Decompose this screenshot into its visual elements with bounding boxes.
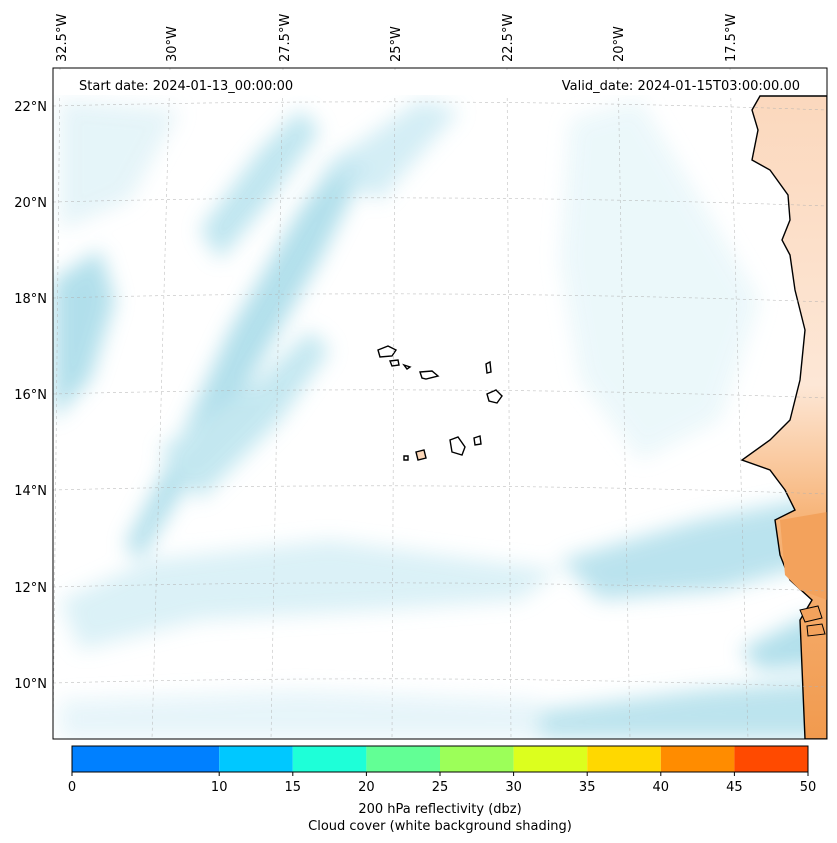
colorbar-label-line2: Cloud cover (white background shading) (308, 819, 572, 834)
colorbar-bin (513, 746, 588, 772)
latitude-labels: 22°N 20°N 18°N 16°N 14°N 12°N 10°N (14, 100, 47, 692)
lon-label: 20°W (612, 26, 627, 62)
lat-label: 20°N (14, 196, 47, 211)
lon-label: 25°W (389, 26, 404, 62)
lat-label: 16°N (14, 388, 47, 403)
colorbar-label-line1: 200 hPa reflectivity (dbz) (358, 802, 521, 817)
colorbar-bin (292, 746, 367, 772)
colorbar-tick-label: 50 (800, 780, 817, 795)
lon-label: 22.5°W (501, 14, 516, 62)
colorbar-tick-label: 0 (68, 780, 76, 795)
colorbar-bin (72, 746, 220, 772)
colorbar-tick-label: 40 (653, 780, 670, 795)
colorbar-tick-label: 20 (358, 780, 375, 795)
start-date-label: Start date: 2024-01-13_00:00:00 (79, 79, 293, 94)
map-frame (52, 67, 828, 740)
lat-label: 14°N (14, 484, 47, 499)
colorbar-tick-label: 25 (432, 780, 449, 795)
colorbar-bin (734, 746, 808, 772)
lat-label: 12°N (14, 581, 47, 596)
colorbar: 0 10 15 20 25 30 35 40 45 50 200 hPa reflectivity… (68, 745, 816, 834)
colorbar-tick-label: 45 (726, 780, 743, 795)
colorbar-ticks: 0 10 15 20 25 30 35 40 45 50 (68, 772, 816, 795)
colorbar-tick-label: 15 (285, 780, 302, 795)
africa-coast (740, 95, 827, 739)
lat-label: 22°N (14, 100, 47, 115)
lat-label: 18°N (14, 292, 47, 307)
colorbar-bin (587, 746, 661, 772)
colorbar-bin (440, 746, 514, 772)
lon-label: 17.5°W (724, 14, 739, 62)
valid-date-label: Valid_date: 2024-01-15T03:00:00.00 (562, 79, 800, 94)
longitude-labels: 32.5°W 30°W 27.5°W 25°W 22.5°W 20°W 17.5… (55, 14, 739, 62)
map-panel: Start date: 2024-01-13_00:00:00 Valid_da… (53, 68, 827, 739)
lon-label: 27.5°W (278, 14, 293, 62)
colorbar-tick-label: 30 (505, 780, 522, 795)
colorbar-tick-label: 10 (211, 780, 228, 795)
colorbar-bin (660, 746, 735, 772)
lat-label: 10°N (14, 677, 47, 692)
colorbar-bin (219, 746, 293, 772)
colorbar-bin (366, 746, 440, 772)
lon-label: 30°W (165, 26, 180, 62)
colorbar-tick-label: 35 (579, 780, 596, 795)
colorbar-bins (72, 746, 808, 772)
graticule (53, 68, 827, 739)
cape-verde-islands (377, 345, 503, 461)
lon-label: 32.5°W (55, 14, 70, 62)
header-band (53, 70, 827, 95)
